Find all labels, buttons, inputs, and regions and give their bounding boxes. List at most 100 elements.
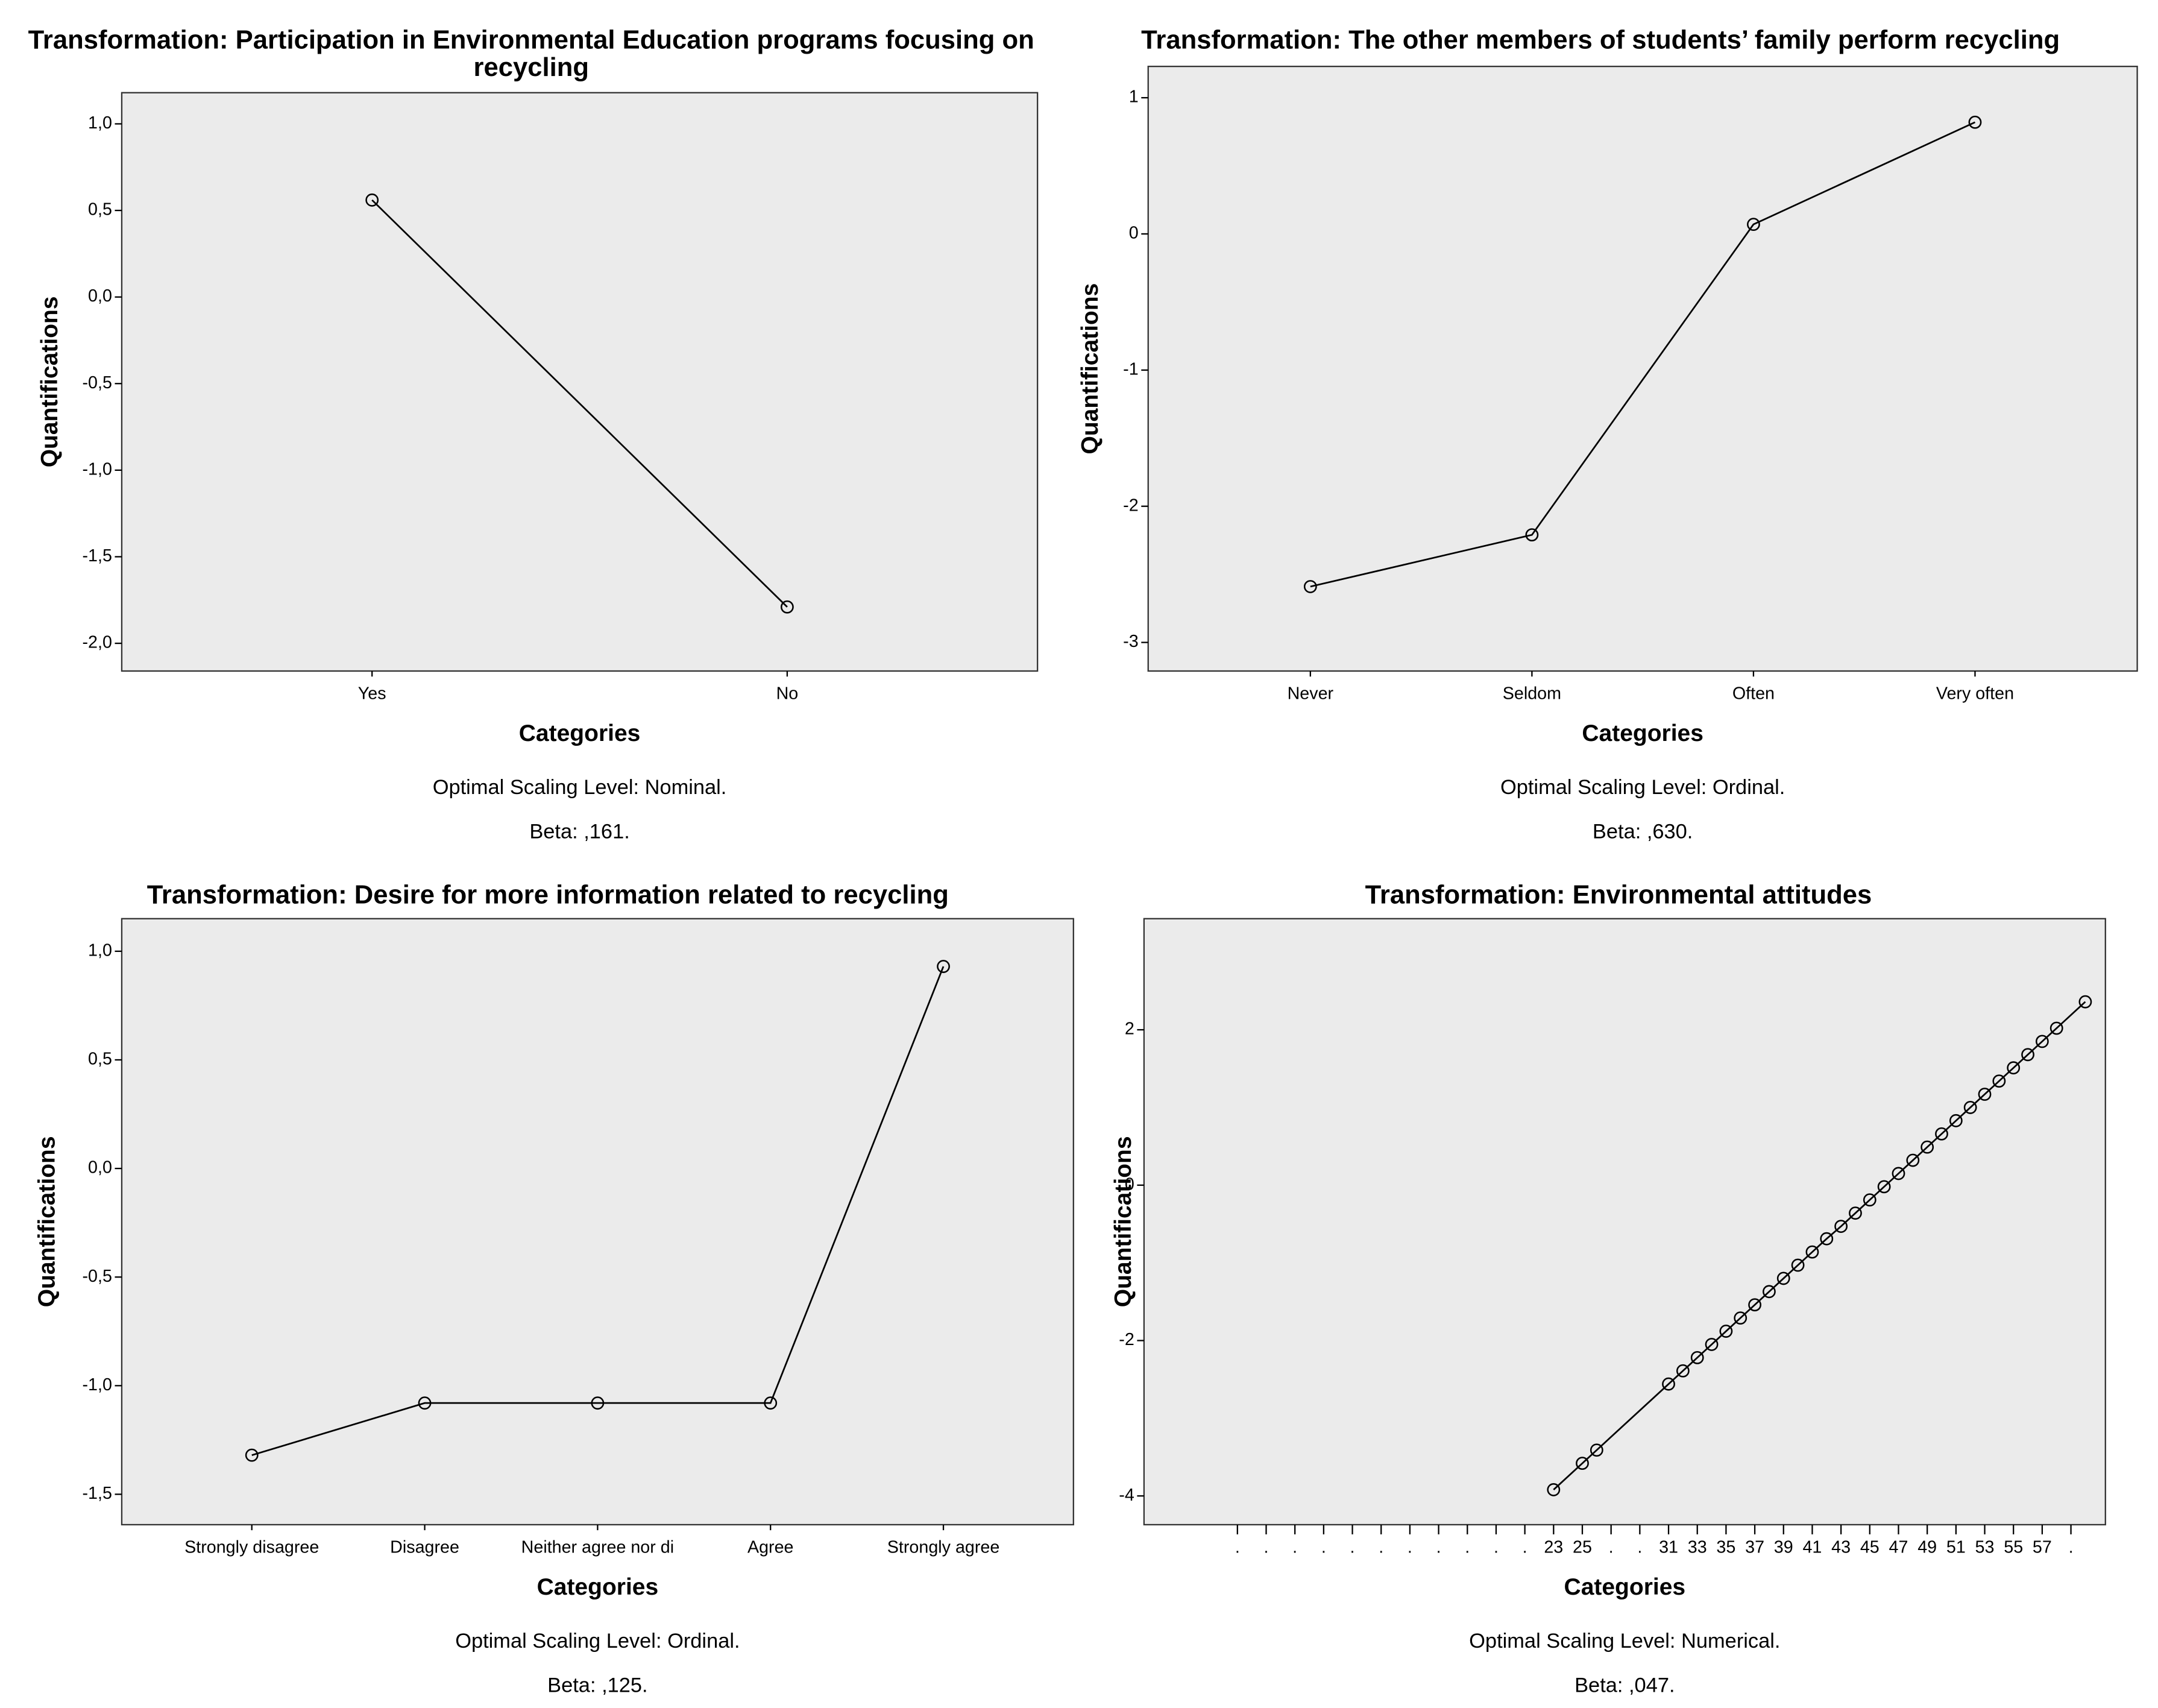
y-tick-label: -2 — [1123, 496, 1139, 515]
y-tick-label: 0,5 — [88, 200, 112, 219]
footnote: Beta: ,125. — [547, 1674, 647, 1697]
data-point — [2021, 1048, 2034, 1062]
x-tick-label: Disagree — [390, 1538, 459, 1557]
footnote: Optimal Scaling Level: Ordinal. — [1500, 776, 1785, 799]
x-axis-label: Categories — [1582, 720, 1703, 746]
y-axis-label: Quantifications — [37, 296, 63, 467]
footnote: Beta: ,161. — [529, 821, 629, 843]
data-point — [1719, 1325, 1733, 1338]
data-point — [1978, 1088, 1992, 1101]
footnote: Beta: ,630. — [1593, 821, 1693, 843]
y-tick-label: 1 — [1129, 87, 1139, 107]
title-box: Transformation: Participation in Environ… — [28, 27, 1034, 83]
data-point — [1303, 580, 1317, 593]
x-tick-label: 53 — [1975, 1538, 1995, 1557]
data-point — [1662, 1377, 1675, 1391]
title-box: Transformation: Environmental attitudes — [1365, 883, 1872, 911]
data-point — [1748, 1298, 1761, 1312]
chart-title: Transformation: Desire for more informat… — [146, 883, 949, 911]
footnote: Optimal Scaling Level: Ordinal. — [455, 1630, 740, 1653]
x-tick-label: 49 — [1917, 1538, 1937, 1557]
y-tick-label: -1,5 — [82, 1484, 112, 1503]
x-tick-label: . — [1264, 1538, 1269, 1557]
data-point — [1805, 1245, 1819, 1259]
y-tick-label: -0,5 — [82, 1267, 112, 1286]
chart-title: Transformation: The other members of stu… — [1141, 27, 2060, 55]
y-tick-label: -2 — [1119, 1330, 1134, 1349]
x-tick-label: 31 — [1659, 1538, 1678, 1557]
data-point — [1547, 1483, 1561, 1496]
data-point — [591, 1396, 605, 1410]
y-tick-label: 0,0 — [88, 1158, 112, 1177]
data-point — [2035, 1035, 2049, 1048]
data-point — [418, 1396, 432, 1410]
y-tick-label: 1,0 — [88, 941, 112, 960]
data-point — [1763, 1285, 1776, 1299]
x-tick-label: 45 — [1860, 1538, 1880, 1557]
footnote: Beta: ,047. — [1574, 1674, 1675, 1697]
data-point — [1834, 1220, 1848, 1233]
data-point — [1525, 528, 1539, 542]
x-tick-label: . — [1637, 1538, 1642, 1557]
data-point — [937, 960, 950, 973]
data-point — [1863, 1193, 1876, 1207]
data-point — [781, 600, 794, 614]
data-point — [1892, 1167, 1905, 1180]
data-point — [1920, 1140, 1934, 1154]
data-point — [1820, 1232, 1834, 1246]
x-tick-label: 43 — [1831, 1538, 1851, 1557]
x-tick-label: Neither agree nor di — [521, 1538, 674, 1557]
data-point — [1576, 1457, 1589, 1470]
y-tick-label: -1 — [1123, 359, 1139, 379]
x-tick-label: . — [1379, 1538, 1383, 1557]
y-tick-label: -1,0 — [82, 1375, 112, 1394]
data-point — [245, 1448, 259, 1462]
x-tick-label: Agree — [747, 1538, 794, 1557]
x-tick-label: Often — [1732, 684, 1775, 704]
y-tick-label: -1,5 — [82, 546, 112, 566]
x-tick-label: . — [2069, 1538, 2074, 1557]
x-tick-label: . — [1494, 1538, 1499, 1557]
data-point — [1935, 1127, 1948, 1141]
title-box: Transformation: Desire for more informat… — [146, 883, 949, 911]
x-tick-label: 35 — [1716, 1538, 1735, 1557]
chart-title: Transformation: Participation in Environ… — [28, 27, 1034, 83]
data-point — [2078, 995, 2092, 1009]
y-tick-label: -3 — [1123, 632, 1139, 651]
y-tick-label: 1,0 — [88, 113, 112, 133]
y-tick-label: 0 — [1129, 224, 1139, 243]
x-tick-label: . — [1235, 1538, 1240, 1557]
data-point — [1968, 115, 1982, 129]
x-tick-label: . — [1465, 1538, 1470, 1557]
x-tick-label: Seldom — [1503, 684, 1561, 704]
y-tick-label: 2 — [1125, 1019, 1134, 1039]
data-point — [2007, 1061, 2021, 1075]
data-point — [1776, 1272, 1790, 1285]
x-tick-label: 55 — [2004, 1538, 2023, 1557]
x-tick-label: No — [776, 684, 799, 704]
plot-area — [1147, 66, 2138, 672]
x-axis-label: Categories — [1564, 1574, 1686, 1600]
data-point — [2049, 1021, 2063, 1035]
data-point — [1877, 1180, 1891, 1194]
chart-title: Transformation: Environmental attitudes — [1365, 883, 1872, 911]
x-tick-label: . — [1523, 1538, 1527, 1557]
x-tick-label: 25 — [1573, 1538, 1592, 1557]
data-point — [1791, 1258, 1805, 1272]
y-tick-label: -4 — [1119, 1486, 1134, 1505]
plot-area — [121, 92, 1039, 672]
title-box: Transformation: The other members of stu… — [1141, 27, 2060, 55]
data-line — [1553, 1001, 2086, 1490]
x-tick-label: Strongly disagree — [184, 1538, 319, 1557]
data-point — [1906, 1153, 1920, 1167]
x-tick-label: Strongly agree — [887, 1538, 999, 1557]
y-tick-label: 0,0 — [88, 286, 112, 306]
data-point — [1949, 1114, 1963, 1127]
x-tick-label: 47 — [1889, 1538, 1908, 1557]
data-line — [1310, 121, 1976, 588]
data-line — [251, 966, 945, 1456]
x-tick-label: . — [1321, 1538, 1326, 1557]
data-point — [365, 193, 379, 207]
y-tick-label: 0 — [1125, 1174, 1134, 1194]
